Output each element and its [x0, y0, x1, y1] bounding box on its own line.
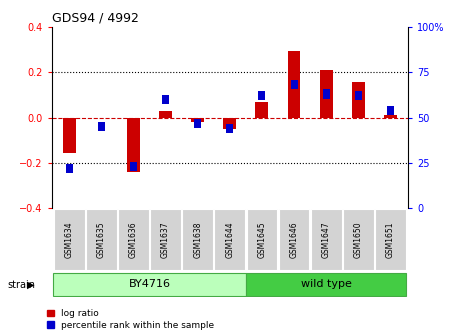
Text: strain: strain — [7, 280, 35, 290]
Text: GSM1651: GSM1651 — [386, 221, 395, 258]
Legend: log ratio, percentile rank within the sample: log ratio, percentile rank within the sa… — [47, 309, 214, 330]
Bar — [384, 115, 397, 118]
Bar — [375, 209, 406, 270]
Bar — [258, 91, 265, 100]
Bar — [223, 118, 236, 129]
Text: GSM1645: GSM1645 — [257, 221, 266, 258]
Bar — [118, 209, 149, 270]
Text: wild type: wild type — [301, 279, 352, 289]
Bar — [127, 118, 140, 172]
Bar — [86, 209, 117, 270]
Bar — [290, 80, 297, 89]
Bar — [279, 209, 310, 270]
Bar — [150, 209, 181, 270]
Bar — [130, 162, 137, 171]
Bar — [256, 102, 268, 118]
Bar — [66, 164, 73, 173]
Bar — [387, 106, 394, 115]
Bar — [246, 274, 407, 296]
Text: GSM1637: GSM1637 — [161, 221, 170, 258]
Bar — [162, 95, 169, 104]
Bar — [54, 209, 85, 270]
Bar — [214, 209, 245, 270]
Bar — [320, 70, 333, 118]
Text: GSM1650: GSM1650 — [354, 221, 363, 258]
Text: GSM1636: GSM1636 — [129, 221, 138, 258]
Bar — [53, 274, 246, 296]
Text: GDS94 / 4992: GDS94 / 4992 — [52, 11, 138, 24]
Bar — [182, 209, 213, 270]
Bar — [287, 51, 301, 118]
Bar — [343, 209, 374, 270]
Text: GSM1638: GSM1638 — [193, 221, 202, 258]
Bar — [191, 118, 204, 122]
Text: BY4716: BY4716 — [129, 279, 171, 289]
Bar — [159, 111, 172, 118]
Text: GSM1646: GSM1646 — [289, 221, 299, 258]
Bar — [194, 119, 201, 128]
Text: GSM1644: GSM1644 — [225, 221, 234, 258]
Bar — [98, 122, 105, 131]
Bar — [352, 82, 365, 118]
Bar — [323, 89, 330, 98]
Bar — [247, 209, 277, 270]
Text: GSM1635: GSM1635 — [97, 221, 106, 258]
Text: GSM1634: GSM1634 — [65, 221, 74, 258]
Text: GSM1647: GSM1647 — [322, 221, 331, 258]
Bar — [226, 124, 234, 133]
Bar — [63, 118, 76, 153]
Text: ▶: ▶ — [27, 280, 35, 290]
Bar — [355, 91, 362, 100]
Bar — [311, 209, 341, 270]
